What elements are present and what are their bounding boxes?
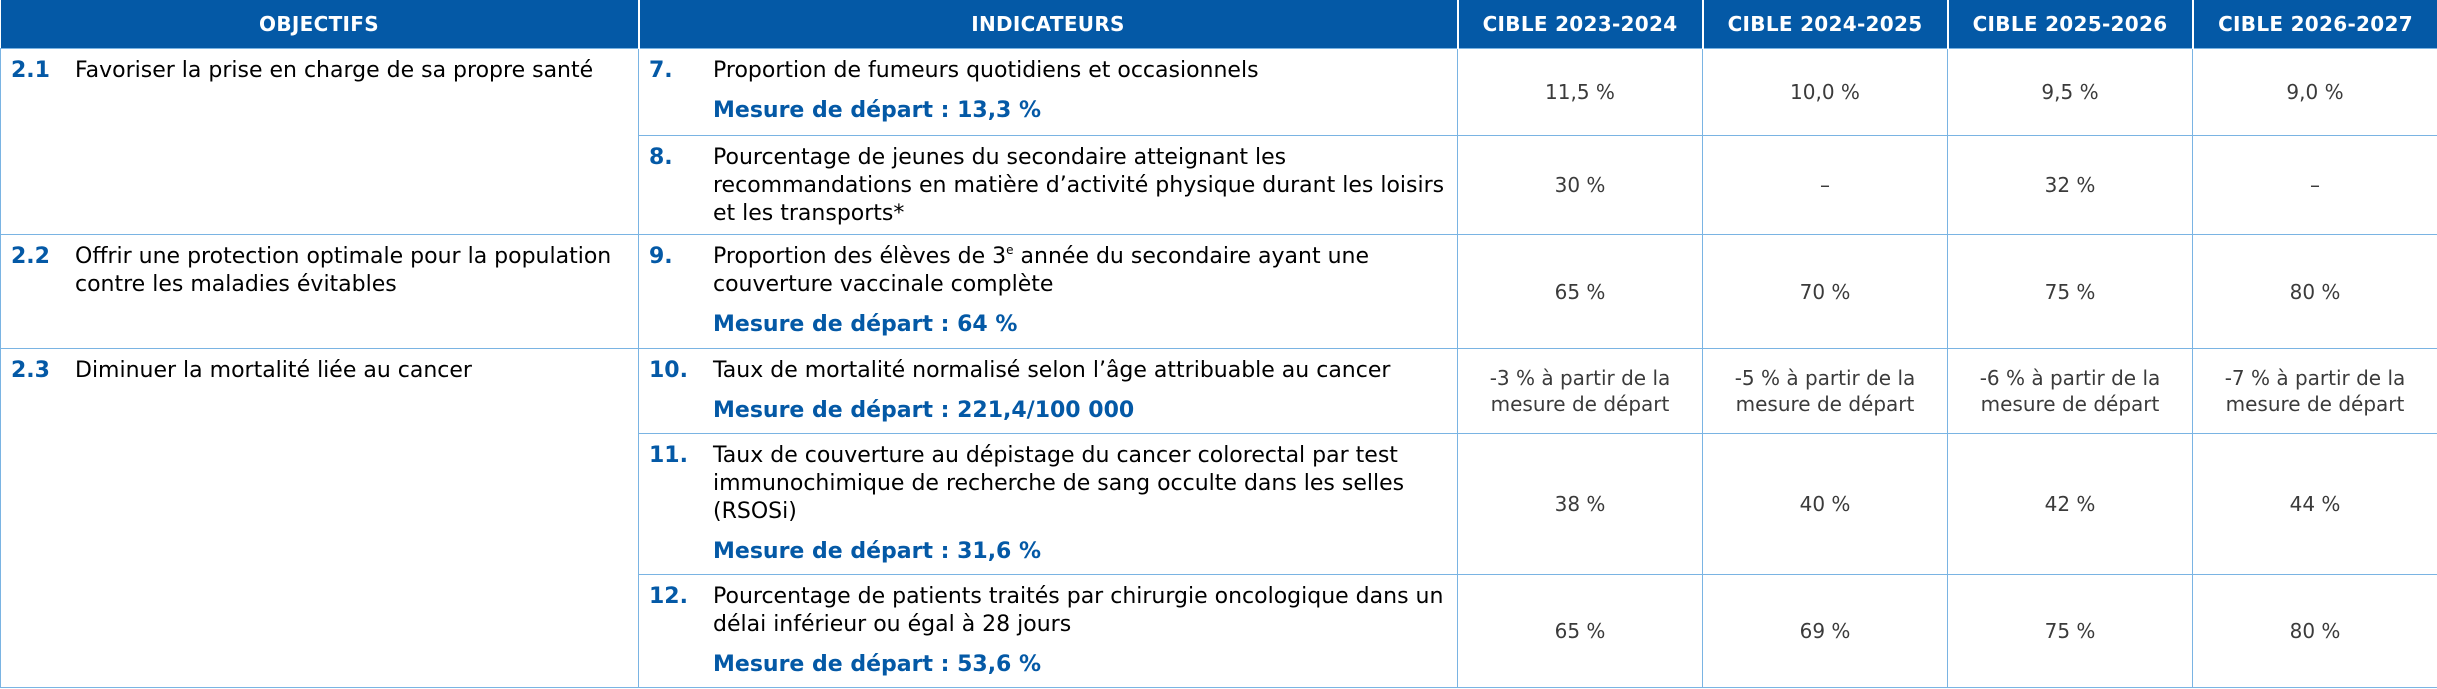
indicator-cell: 12. Pourcentage de patients traités par …: [638, 574, 1458, 688]
header-row: OBJECTIFS INDICATEURS CIBLE 2023-2024 CI…: [0, 0, 2437, 49]
objective-text: Offrir une protection optimale pour la p…: [75, 244, 612, 297]
target-cell: -3 % à partir de la mesure de départ: [1457, 348, 1703, 434]
target-cell: 32 %: [1947, 135, 2193, 235]
table-row: 2.1 Favoriser la prise en charge de sa p…: [0, 48, 2437, 235]
objective-number: 2.2: [11, 244, 50, 269]
target-cell: 69 %: [1702, 574, 1948, 688]
objective-number: 2.1: [11, 58, 50, 83]
indicator-cell: 10. Taux de mortalité normalisé selon l’…: [638, 348, 1458, 434]
target-cell: –: [2192, 135, 2437, 235]
indicator-baseline: Mesure de départ : 221,4/100 000: [713, 398, 1135, 423]
target-cell: 30 %: [1457, 135, 1703, 235]
target-cell: 11,5 %: [1457, 48, 1703, 136]
indicator-number: 9.: [649, 244, 673, 269]
target-cell: 65 %: [1457, 234, 1703, 349]
objective-number: 2.3: [11, 358, 50, 383]
indicator-baseline: Mesure de départ : 64 %: [713, 312, 1018, 337]
header-cible-2025-2026: CIBLE 2025-2026: [1946, 0, 2193, 49]
target-cell: 80 %: [2192, 234, 2437, 349]
target-cell: 10,0 %: [1702, 48, 1948, 136]
objective-cell: 2.1 Favoriser la prise en charge de sa p…: [0, 48, 639, 235]
objective-cell: 2.2 Offrir une protection optimale pour …: [0, 234, 639, 349]
target-cell: 65 %: [1457, 574, 1703, 688]
indicator-baseline: Mesure de départ : 31,6 %: [713, 539, 1042, 564]
target-cell: 44 %: [2192, 433, 2437, 575]
table-row: 2.2 Offrir une protection optimale pour …: [0, 234, 2437, 349]
indicator-cell: 11. Taux de couverture au dépistage du c…: [638, 433, 1458, 575]
indicator-number: 12.: [649, 584, 688, 609]
objective-text: Diminuer la mortalité liée au cancer: [75, 358, 472, 383]
indicator-number: 8.: [649, 145, 673, 170]
target-cell: 9,0 %: [2192, 48, 2437, 136]
indicator-number: 10.: [649, 358, 688, 383]
target-cell: 9,5 %: [1947, 48, 2193, 136]
target-cell: 70 %: [1702, 234, 1948, 349]
header-indicateurs: INDICATEURS: [637, 0, 1458, 49]
indicator-text: Taux de couverture au dépistage du cance…: [713, 443, 1405, 524]
indicator-cell: 7. Proportion de fumeurs quotidiens et o…: [638, 48, 1458, 136]
target-cell: 80 %: [2192, 574, 2437, 688]
target-cell: -5 % à partir de la mesure de départ: [1702, 348, 1948, 434]
indicator-text: Pourcentage de jeunes du secondaire atte…: [713, 145, 1445, 226]
target-cell: 75 %: [1947, 234, 2193, 349]
target-cell: -6 % à partir de la mesure de départ: [1947, 348, 2193, 434]
table-row: 12. Pourcentage de patients traités par …: [1, 574, 2437, 688]
indicator-cell: 9. Proportion des élèves de 3e année du …: [638, 234, 1458, 349]
header-cible-2023-2024: CIBLE 2023-2024: [1456, 0, 1703, 49]
table-row: 8. Pourcentage de jeunes du secondaire a…: [1, 135, 2437, 235]
table-row: 2.3 Diminuer la mortalité liée au cancer…: [0, 348, 2437, 688]
header-cible-2026-2027: CIBLE 2026-2027: [2191, 0, 2437, 49]
objective-cell: 2.3 Diminuer la mortalité liée au cancer: [0, 348, 639, 688]
indicator-text: Proportion de fumeurs quotidiens et occa…: [713, 58, 1259, 83]
target-cell: 75 %: [1947, 574, 2193, 688]
indicator-baseline: Mesure de départ : 13,3 %: [713, 98, 1042, 123]
table-row: 11. Taux de couverture au dépistage du c…: [1, 433, 2437, 575]
indicator-text: Pourcentage de patients traités par chir…: [713, 584, 1444, 637]
header-objectifs: OBJECTIFS: [0, 0, 639, 49]
indicator-number: 11.: [649, 443, 688, 468]
target-cell: 38 %: [1457, 433, 1703, 575]
indicator-cell: 8. Pourcentage de jeunes du secondaire a…: [638, 135, 1458, 235]
indicator-text: Taux de mortalité normalisé selon l’âge …: [713, 358, 1391, 383]
target-cell: 40 %: [1702, 433, 1948, 575]
target-cell: –: [1702, 135, 1948, 235]
header-cible-2024-2025: CIBLE 2024-2025: [1701, 0, 1948, 49]
indicator-text: Proportion des élèves de 3e année du sec…: [713, 243, 1369, 297]
target-cell: -7 % à partir de la mesure de départ: [2192, 348, 2437, 434]
indicator-number: 7.: [649, 58, 673, 83]
target-cell: 42 %: [1947, 433, 2193, 575]
objective-text: Favoriser la prise en charge de sa propr…: [75, 58, 594, 83]
indicator-baseline: Mesure de départ : 53,6 %: [713, 652, 1042, 677]
